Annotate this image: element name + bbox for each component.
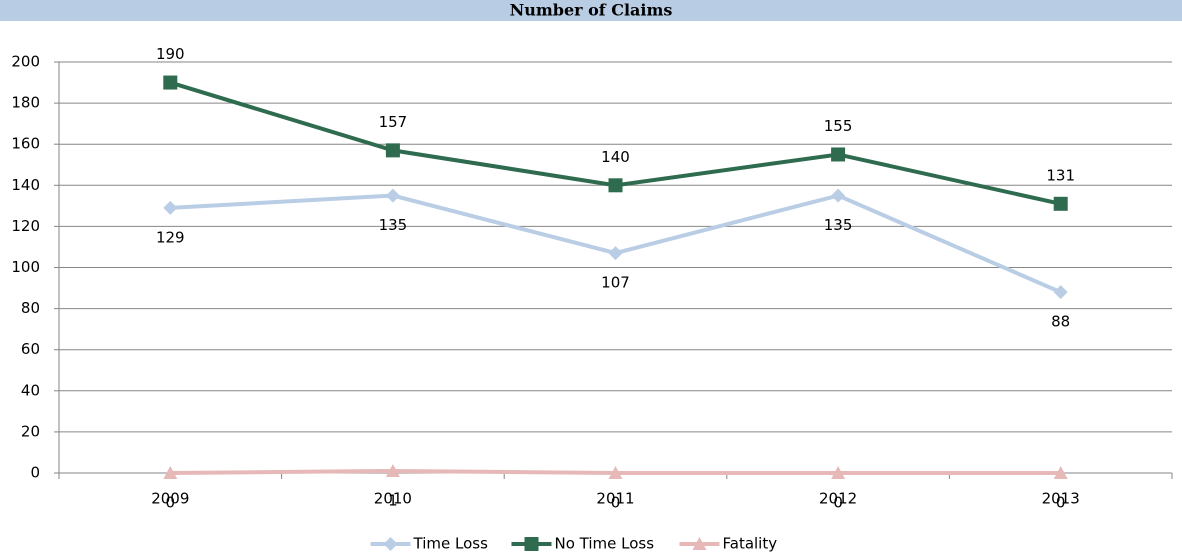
point [831, 466, 846, 479]
title-bar [0, 0, 1182, 21]
y-tick-label: 0 [30, 464, 40, 482]
y-tick-label: 140 [11, 176, 40, 194]
point [163, 200, 178, 215]
point [385, 143, 400, 158]
y-tick-label: 20 [21, 422, 40, 440]
point [1053, 466, 1068, 479]
data-label: 0 [166, 494, 176, 512]
y-tick-label: 160 [11, 135, 40, 153]
data-label: 0 [1056, 494, 1066, 512]
data-label: 107 [601, 274, 630, 292]
y-tick-label: 200 [11, 53, 40, 71]
point [608, 246, 623, 261]
x-tick-label: 2009 [151, 490, 189, 508]
point [385, 463, 400, 477]
point [1053, 196, 1068, 211]
y-tick-label: 180 [11, 94, 40, 112]
data-label: 131 [1046, 166, 1075, 184]
data-label: 129 [156, 228, 185, 246]
point [608, 466, 623, 479]
y-tick-label: 40 [21, 381, 40, 399]
x-tick-label: 2012 [819, 490, 857, 508]
data-label: 135 [379, 216, 408, 234]
data-label: 140 [601, 148, 630, 166]
legend-label: Fatality [723, 535, 778, 553]
y-tick-label: 120 [11, 217, 40, 235]
data-label: 0 [833, 494, 843, 512]
point [831, 188, 846, 203]
point [163, 75, 178, 90]
y-tick-label: 60 [21, 340, 40, 358]
legend-marker [383, 537, 398, 551]
legend-label: Time Loss [413, 535, 489, 553]
x-tick-label: 2011 [596, 490, 634, 508]
point [163, 466, 178, 479]
x-tick-label: 2013 [1042, 490, 1080, 508]
point [385, 188, 400, 203]
legend-marker [692, 537, 707, 550]
y-tick-label: 100 [11, 258, 40, 276]
data-label: 88 [1051, 313, 1070, 331]
data-label: 0 [611, 494, 621, 512]
data-label: 135 [824, 216, 853, 234]
data-label: 155 [824, 117, 853, 135]
y-tick-label: 80 [21, 299, 40, 317]
legend-marker [524, 537, 539, 551]
data-label: 190 [156, 45, 185, 63]
legend-label: No Time Loss [555, 535, 655, 553]
point [608, 178, 623, 193]
point [1053, 285, 1068, 300]
point [831, 147, 846, 162]
chart-title: Number of Claims [510, 1, 673, 20]
data-label: 1 [388, 491, 398, 509]
x-tick-label: 2010 [374, 490, 412, 508]
data-label: 157 [379, 113, 408, 131]
